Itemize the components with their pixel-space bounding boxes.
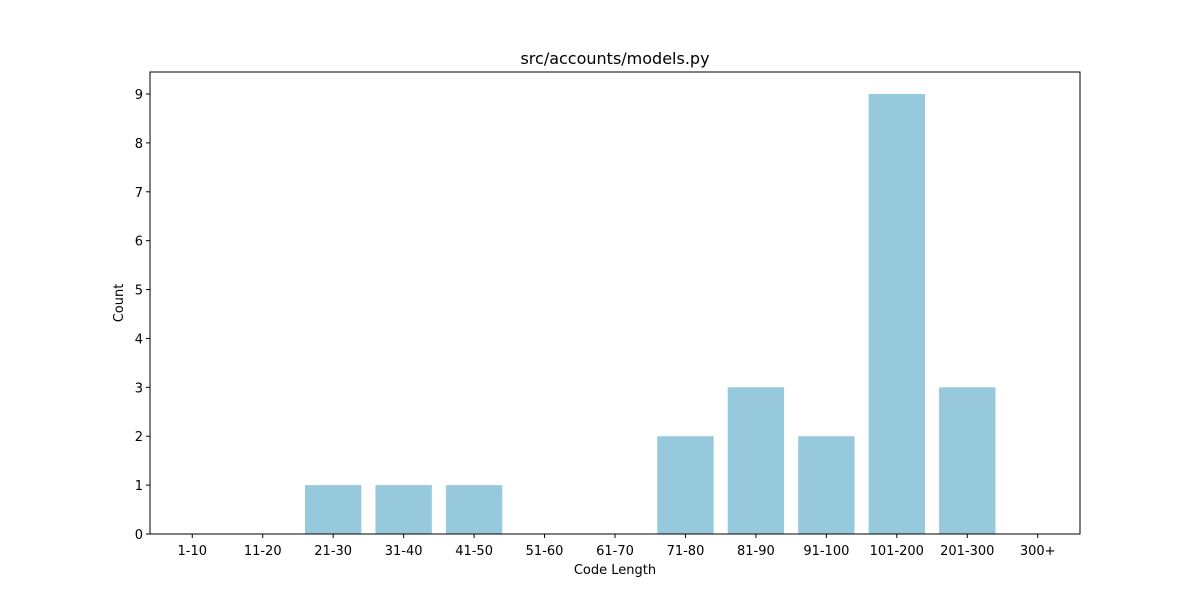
y-tick-label: 6 [135,235,143,250]
bar [375,485,432,534]
y-tick-label: 1 [135,479,143,494]
y-tick-label: 7 [135,186,143,201]
y-tick-label: 0 [135,528,143,543]
chart-title: src/accounts/models.py [520,49,709,68]
bar [798,436,855,534]
bars [305,94,996,534]
x-tick-label: 300+ [1020,544,1056,559]
bar [445,485,503,534]
bar [939,387,996,534]
x-tick-label: 1-10 [178,544,208,559]
bar [868,94,925,534]
x-tick-label: 51-60 [526,544,564,559]
y-tick-label: 3 [135,381,143,396]
x-tick-label: 31-40 [385,544,423,559]
x-axis-label: Code Length [574,563,656,578]
x-axis: 1-10 11-20 21-30 31-40 41-50 51-60 61-70 71-80 8… [178,534,1056,559]
x-tick-label: 71-80 [667,544,705,559]
bar [305,485,362,534]
x-tick-label: 81-90 [737,544,775,559]
x-tick-label: 101-200 [870,544,924,559]
y-tick-label: 2 [135,430,143,445]
x-tick-label: 21-30 [314,544,352,559]
y-axis: 0 1 2 3 4 5 6 7 8 9 [135,88,150,543]
x-tick-label: 91-100 [803,544,849,559]
x-tick-label: 61-70 [596,544,634,559]
bar [727,387,785,534]
y-tick-label: 5 [135,284,143,299]
y-tick-label: 8 [135,137,143,152]
y-tick-label: 9 [135,88,143,103]
x-tick-label: 41-50 [455,544,493,559]
y-tick-label: 4 [135,332,143,347]
x-tick-label: 11-20 [244,544,282,559]
bar [657,436,714,534]
y-axis-label: Count [112,284,127,323]
x-tick-label: 201-300 [940,544,994,559]
